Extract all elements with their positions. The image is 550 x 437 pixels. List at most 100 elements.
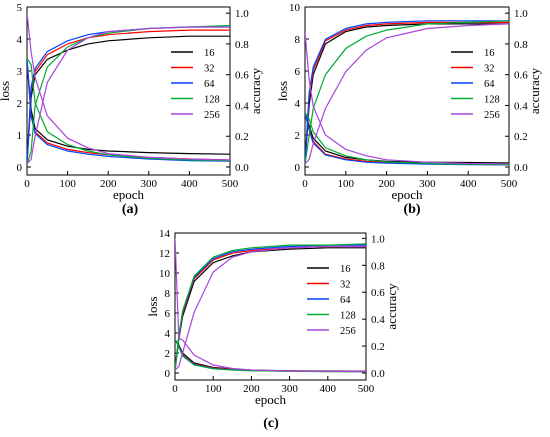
y-left-tick-label: 2 — [17, 98, 23, 110]
y-right-axis-label: accuracy — [384, 283, 399, 330]
legend: 16 32 64 128 256 — [451, 48, 500, 121]
y-right-tick-label: 1.0 — [514, 8, 528, 20]
y-left-tick-label: 2 — [295, 130, 301, 142]
series-64-accuracy-line — [305, 20, 509, 164]
plot-frame — [26, 6, 231, 176]
legend-label-64: 64 — [204, 79, 215, 90]
y-left-axis-label: loss — [0, 81, 12, 101]
y-right-tick-label: 0.4 — [235, 100, 249, 112]
panel-label: (c) — [263, 416, 279, 431]
y-right-tick-label: 0.0 — [514, 162, 528, 174]
y-left-tick-label: 14 — [159, 228, 171, 240]
panel-label: (b) — [403, 202, 420, 217]
y-right-tick-label: 0.2 — [235, 131, 249, 143]
y-right-axis-label: accuracy — [527, 67, 542, 114]
plot-frame — [304, 6, 510, 176]
series-128-loss-line — [27, 57, 230, 162]
legend-label-256: 256 — [340, 326, 356, 337]
legend-label-16: 16 — [340, 264, 351, 275]
x-tick-label: 500 — [222, 178, 239, 190]
x-tick-label: 100 — [205, 383, 222, 395]
x-tick-label: 0 — [24, 178, 30, 190]
y-right-axis-label: accuracy — [248, 67, 263, 114]
series-32-loss-line — [27, 61, 230, 161]
y-left-tick-label: 1 — [17, 130, 23, 142]
x-tick-label: 500 — [358, 383, 375, 395]
x-tick-label: 500 — [501, 178, 518, 190]
x-tick-label: 300 — [141, 178, 158, 190]
y-right-tick-label: 0.8 — [235, 39, 249, 51]
y-left-tick-label: 10 — [159, 268, 171, 280]
legend-label-256: 256 — [484, 110, 500, 121]
x-tick-label: 300 — [281, 383, 298, 395]
y-right-tick-label: 0.4 — [514, 100, 528, 112]
y-left-tick-label: 4 — [17, 34, 23, 46]
chart-panel-c: 0 100 200 300 400 500 0 2 4 6 8 10 12 14 0.0 0.2 0.4 0.6 0… — [145, 228, 399, 431]
legend-label-128: 128 — [204, 95, 220, 106]
y-left-axis-label: loss — [145, 296, 160, 316]
x-tick-label: 400 — [320, 383, 337, 395]
y-left-tick-label: 4 — [165, 328, 171, 340]
y-left-tick-label: 0 — [17, 162, 23, 174]
x-tick-label: 400 — [460, 178, 477, 190]
series-256-accuracy-line — [305, 23, 509, 165]
series-128-accuracy-line — [305, 20, 509, 164]
x-tick-label: 100 — [338, 178, 355, 190]
y-right-tick-label: 0.0 — [235, 162, 249, 174]
legend-label-256: 256 — [204, 110, 220, 121]
y-left-tick-label: 0 — [295, 162, 301, 174]
x-tick-label: 200 — [378, 178, 395, 190]
series-128-accuracy-line — [175, 243, 366, 371]
legend-label-64: 64 — [340, 295, 351, 306]
series-256-loss-line — [175, 237, 366, 373]
series-128-loss-line — [175, 338, 366, 373]
y-right-tick-label: 0.8 — [371, 260, 385, 272]
legend-label-128: 128 — [340, 311, 356, 322]
chart-panel-a: 0 100 200 300 400 500 0 1 2 3 4 5 0.0 0.2 0.4 0.6 0.8 1.0… — [0, 2, 263, 217]
y-left-tick-label: 6 — [165, 308, 171, 320]
x-tick-label: 0 — [172, 383, 178, 395]
plot-area — [305, 20, 509, 166]
series-64-loss-line — [305, 112, 509, 166]
x-tick-label: 0 — [302, 178, 308, 190]
x-axis-label: epoch — [255, 392, 287, 407]
y-right-tick-label: 0.6 — [235, 70, 249, 82]
y-right-tick-label: 0.2 — [371, 341, 385, 353]
legend-label-32: 32 — [484, 64, 495, 75]
series-256-accuracy-line — [27, 26, 230, 165]
x-tick-label: 100 — [59, 178, 76, 190]
series-32-accuracy-line — [27, 29, 230, 164]
legend: 16 32 64 128 256 — [307, 264, 356, 337]
series-128-loss-line — [305, 112, 509, 166]
x-axis-label: epoch — [113, 187, 145, 202]
y-left-axis-label: loss — [275, 81, 290, 101]
plot-area — [175, 237, 366, 373]
y-right-tick-label: 0.4 — [371, 314, 385, 326]
panel-label: (a) — [122, 202, 139, 217]
series-16-loss-line — [27, 61, 230, 155]
chart-panel-b: 0 100 200 300 400 500 0 2 4 6 8 10 0.0 0.2 0.4 0.6 0.8 1.… — [275, 2, 542, 217]
series-256-accuracy-line — [175, 245, 366, 371]
series-16-loss-line — [305, 113, 509, 164]
legend-label-32: 32 — [204, 64, 215, 75]
y-left-tick-label: 6 — [295, 66, 301, 78]
x-tick-label: 300 — [419, 178, 436, 190]
legend: 16 32 64 128 256 — [171, 48, 220, 121]
y-right-tick-label: 0.6 — [371, 287, 385, 299]
legend-label-32: 32 — [340, 280, 351, 291]
x-tick-label: 400 — [181, 178, 198, 190]
series-32-accuracy-line — [175, 245, 366, 371]
y-right-tick-label: 1.0 — [371, 233, 385, 245]
legend-label-16: 16 — [204, 48, 215, 59]
y-left-tick-label: 8 — [165, 288, 171, 300]
legend-label-128: 128 — [484, 95, 500, 106]
y-right-tick-label: 1.0 — [235, 8, 249, 20]
y-left-tick-label: 3 — [17, 66, 23, 78]
x-tick-label: 200 — [243, 383, 260, 395]
series-256-loss-line — [27, 13, 230, 161]
series-256-loss-line — [305, 32, 509, 165]
y-right-tick-label: 0.0 — [371, 368, 385, 380]
series-64-accuracy-line — [175, 244, 366, 371]
y-right-tick-label: 0.6 — [514, 70, 528, 82]
